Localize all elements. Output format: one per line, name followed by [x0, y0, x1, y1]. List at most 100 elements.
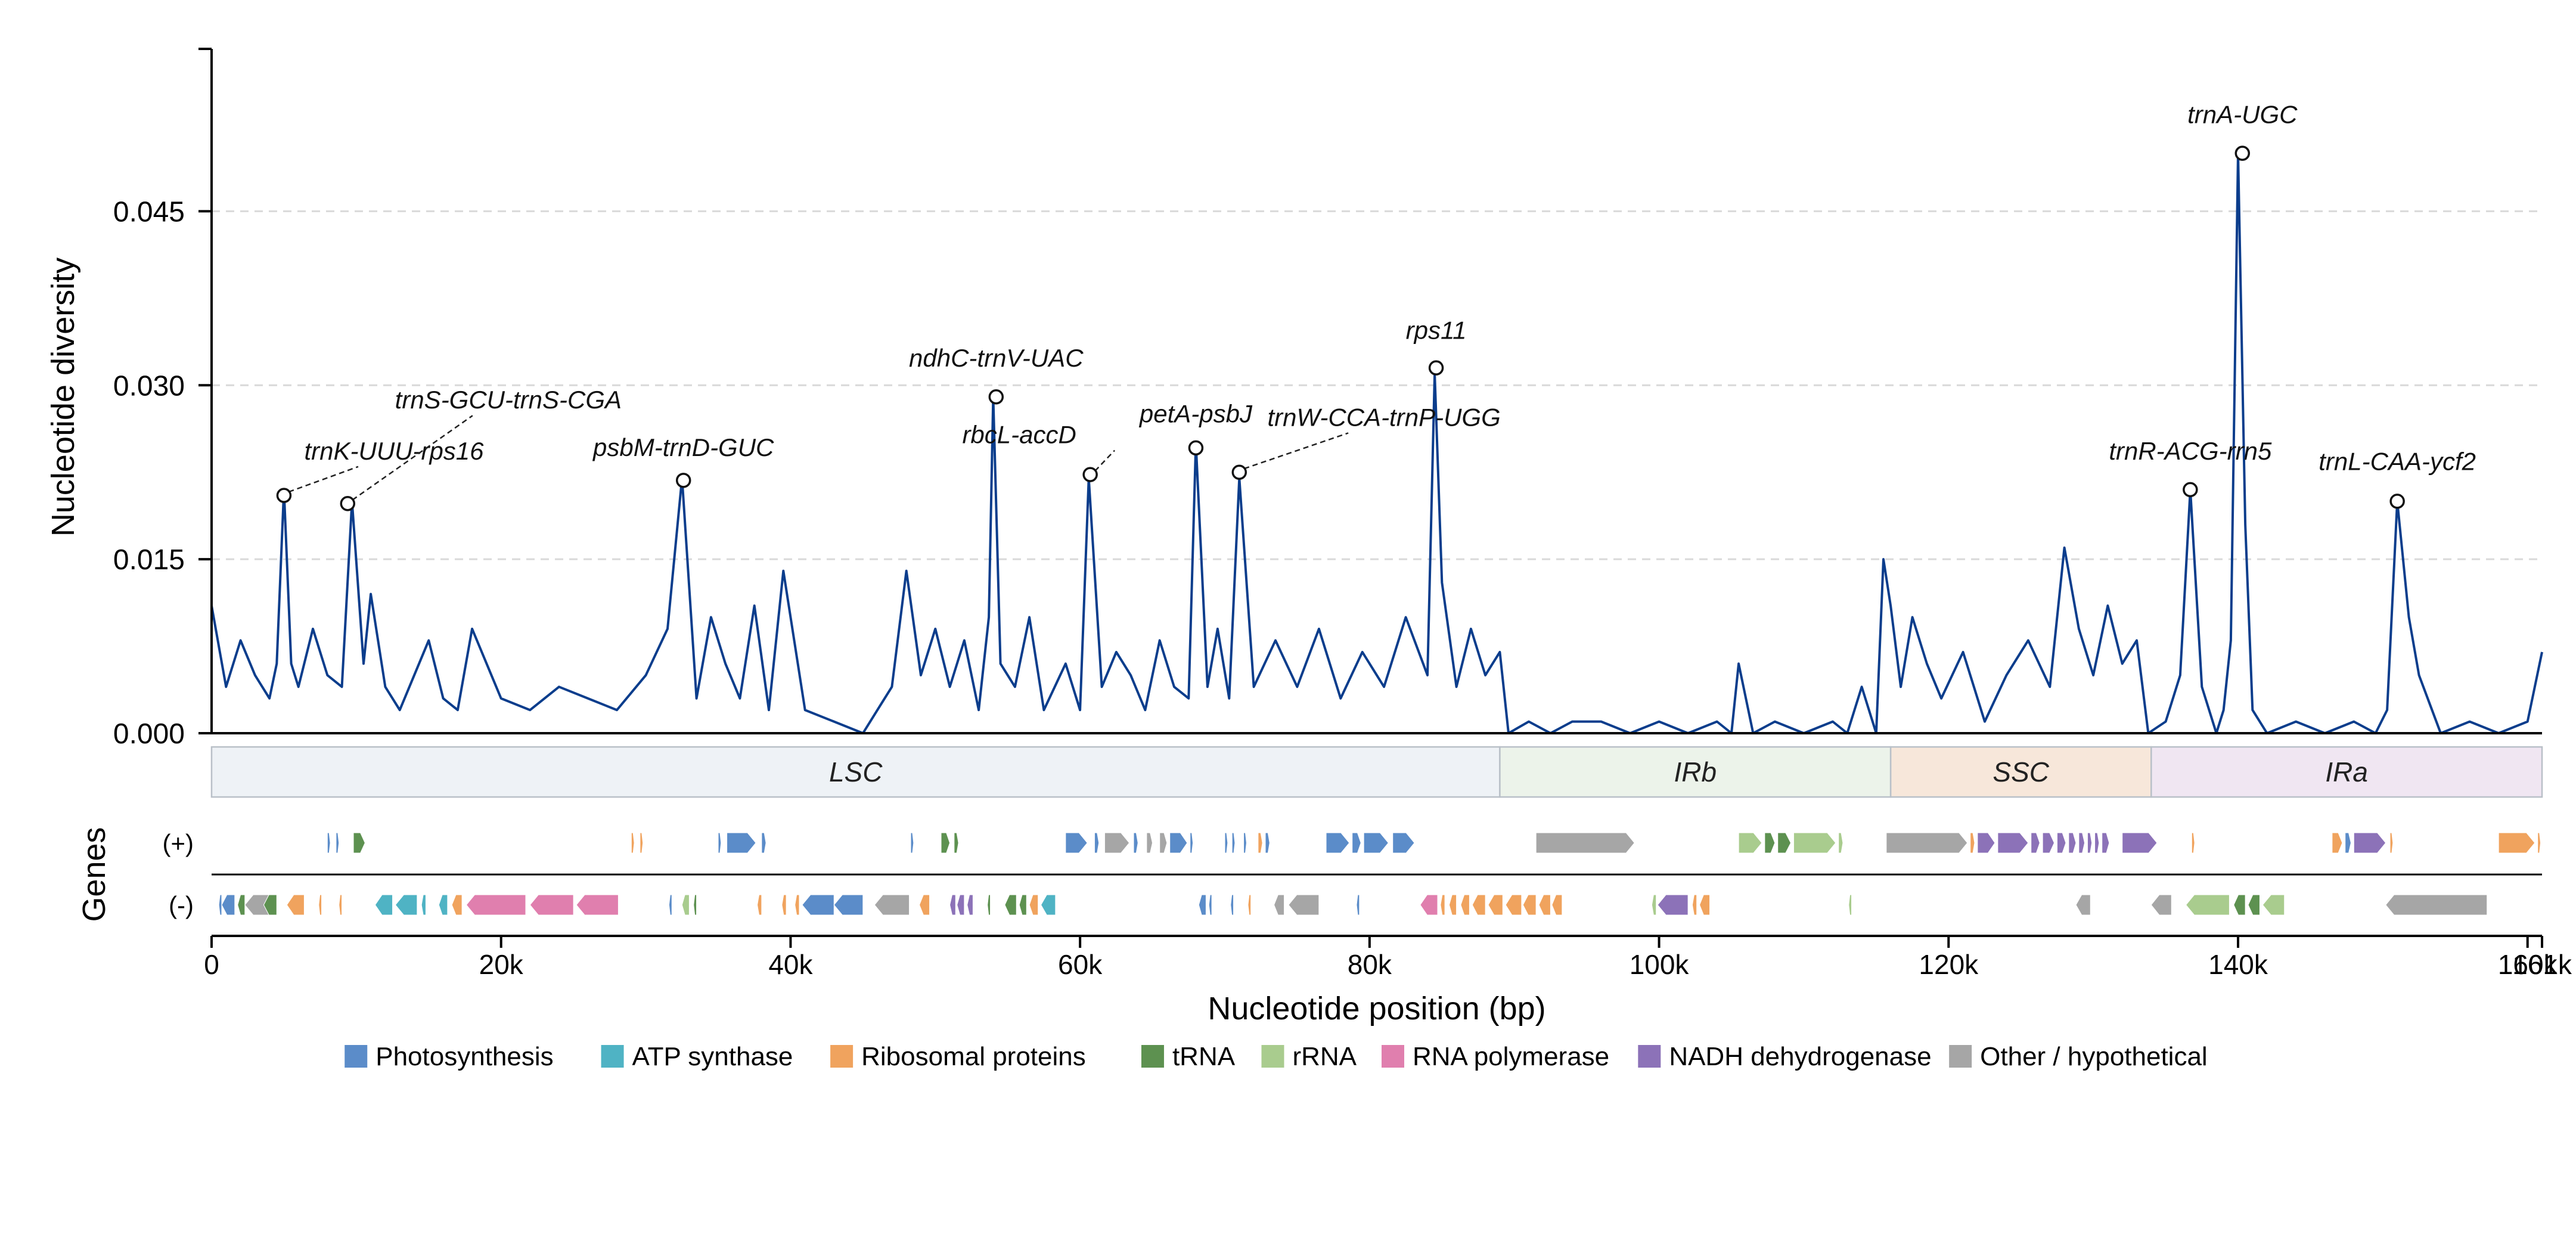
- peak-marker: [1428, 360, 1444, 376]
- gene-block: [2248, 894, 2260, 916]
- x-tick-label: 60k: [1058, 949, 1103, 980]
- gene-block: [2498, 832, 2535, 854]
- gene-block: [693, 894, 697, 916]
- gene-block: [1243, 832, 1247, 854]
- peak-label: rps11: [1406, 316, 1467, 344]
- legend-label: NADH dehydrogenase: [1669, 1042, 1931, 1071]
- gene-block: [221, 894, 235, 916]
- gene-block: [2102, 832, 2110, 854]
- genes-label: Genes: [76, 827, 112, 922]
- diversity-line-group: [210, 152, 2543, 734]
- gene-block: [1738, 832, 1762, 854]
- legend-swatch: [1261, 1045, 1284, 1068]
- peak-leader-line: [288, 466, 359, 493]
- gene-block: [2233, 894, 2246, 916]
- gene-block: [2332, 832, 2343, 854]
- y-axis-label: Nucleotide diversity: [45, 258, 81, 536]
- x-tick-label: 20k: [479, 949, 524, 980]
- legend-swatch: [1638, 1045, 1661, 1068]
- peak-marker: [276, 488, 292, 503]
- gene-block: [2353, 832, 2386, 854]
- gene-block: [1970, 832, 1975, 854]
- gene-block: [1692, 894, 1697, 916]
- gene-block: [1230, 894, 1234, 916]
- gene-block: [967, 894, 973, 916]
- gene-block: [1420, 894, 1438, 916]
- gene-block: [327, 832, 331, 854]
- gene-tracks: Genes (+) (-): [76, 827, 2542, 922]
- gene-block: [910, 832, 914, 854]
- legend-swatch: [830, 1045, 854, 1068]
- legend-label: ATP synthase: [632, 1042, 793, 1071]
- gene-block: [640, 832, 644, 854]
- gene-block: [2385, 894, 2488, 916]
- gene-block: [718, 832, 722, 854]
- gene-block: [339, 894, 343, 916]
- gene-block: [1657, 894, 1689, 916]
- gene-block: [941, 832, 951, 854]
- gene-block: [1146, 832, 1153, 854]
- x-tick-label: 100k: [1630, 949, 1690, 980]
- peak-label: rbcL-accD: [962, 421, 1076, 449]
- gene-block: [1392, 832, 1415, 854]
- gene-block: [2191, 832, 2195, 854]
- gene-block: [2031, 832, 2040, 854]
- gene-block: [1159, 832, 1168, 854]
- gene-block: [336, 832, 340, 854]
- y-tick-label: 0.030: [113, 370, 185, 402]
- peak-label: trnS-GCU-trnS-CGA: [395, 386, 622, 414]
- legend-swatch: [344, 1045, 368, 1068]
- gene-block: [781, 894, 787, 916]
- x-tick-label: 160k: [2498, 949, 2558, 980]
- gene-block: [833, 894, 864, 916]
- gene-block: [1777, 832, 1792, 854]
- peak-label: trnW-CCA-trnP-UGG: [1268, 403, 1501, 431]
- gene-block: [1190, 832, 1194, 854]
- gene-block: [794, 894, 800, 916]
- gene-block: [1247, 894, 1252, 916]
- region-lsc: [210, 746, 1501, 798]
- gene-block: [1274, 894, 1285, 916]
- gene-block: [987, 894, 991, 916]
- gene-block: [1505, 894, 1522, 916]
- gene-block: [2094, 832, 2100, 854]
- legend-label: Photosynthesis: [375, 1042, 553, 1071]
- axes: 0.000 0.015 0.030 0.045 Nucleotide diversity: [45, 48, 2542, 750]
- gene-block: [1440, 894, 1445, 916]
- y-tick-label: 0.000: [113, 718, 185, 750]
- gene-block: [2042, 832, 2055, 854]
- gene-block: [263, 894, 277, 916]
- gene-block: [1019, 894, 1027, 916]
- gene-block: [1460, 894, 1470, 916]
- gene-block: [761, 832, 766, 854]
- gene-block: [1977, 832, 1995, 854]
- gene-block: [2087, 832, 2093, 854]
- peak-marker: [2183, 482, 2198, 498]
- peak-marker: [1188, 440, 1204, 456]
- region-label: IRa: [2325, 756, 2368, 787]
- peak-label: trnK-UUU-rps16: [304, 437, 484, 465]
- legend-label: RNA polymerase: [1413, 1042, 1609, 1071]
- peak-leader-line: [1243, 432, 1349, 470]
- gene-block: [681, 894, 690, 916]
- region-label: LSC: [829, 756, 883, 787]
- gene-block: [1208, 894, 1212, 916]
- gene-block: [1448, 894, 1457, 916]
- peak-leader-line: [352, 415, 473, 501]
- gene-block: [957, 894, 965, 916]
- peak-annotations: trnK-UUU-rps16 trnS-GCU-trnS-CGA psbM-trnD…: [276, 101, 2476, 511]
- legend: Photosynthesis ATP synthase Ribosomal prot…: [344, 1042, 2208, 1071]
- peak-label: trnR-ACG-rrn5: [2109, 437, 2272, 465]
- gene-block: [1040, 894, 1056, 916]
- x-tick-label: 40k: [768, 949, 813, 980]
- gene-block: [1104, 832, 1130, 854]
- gene-block: [1094, 832, 1100, 854]
- gene-block: [451, 894, 463, 916]
- gene-block: [1265, 832, 1270, 854]
- gene-block: [668, 894, 672, 916]
- gridlines: [212, 210, 2542, 560]
- peak-label: petA-psbJ: [1138, 400, 1253, 428]
- gene-block: [286, 894, 305, 916]
- gene-block: [1065, 832, 1088, 854]
